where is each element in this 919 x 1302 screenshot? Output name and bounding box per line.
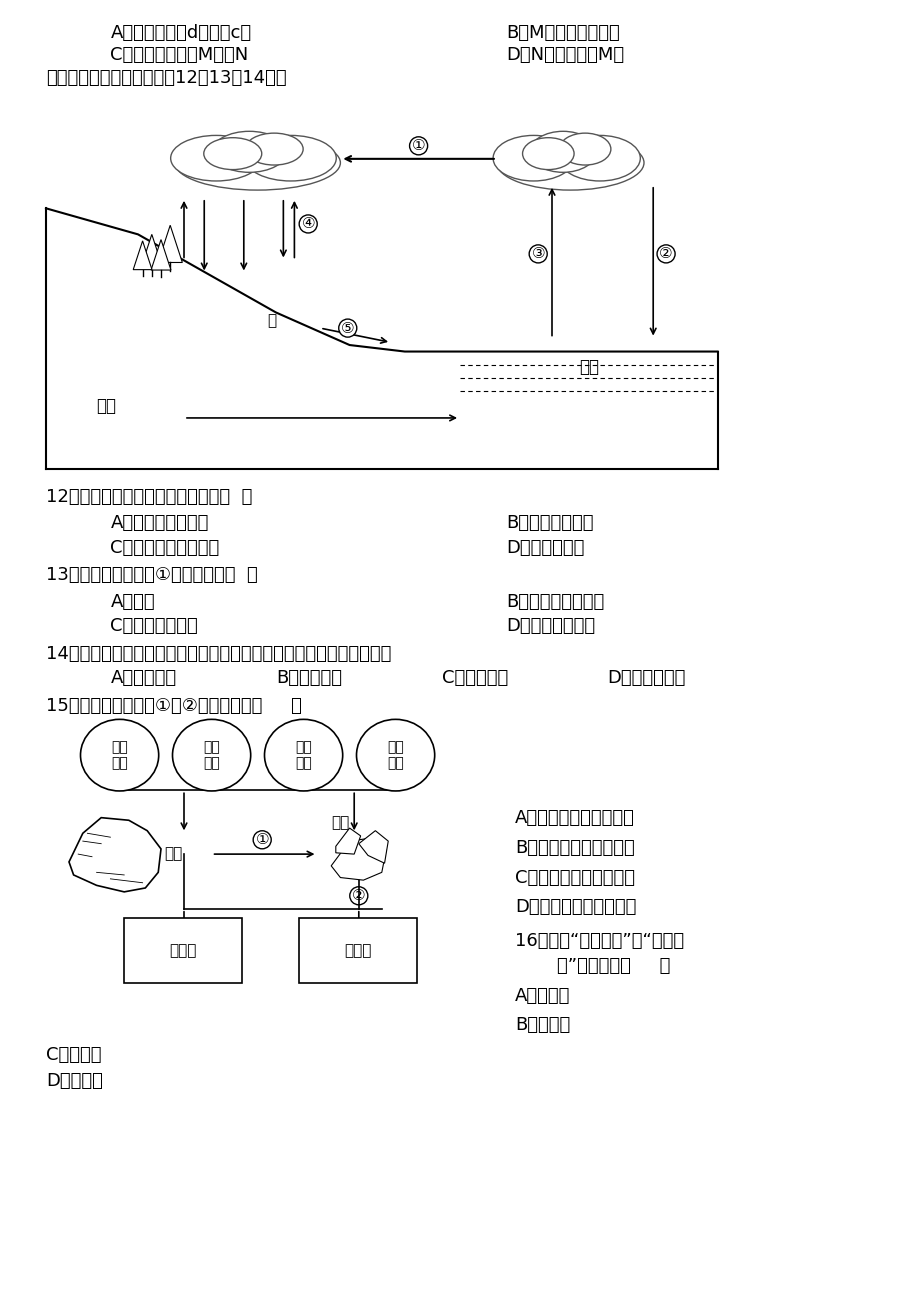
Text: B．节约用水: B．节约用水 [276, 669, 342, 687]
Text: B．M处盛行上升气流: B．M处盛行上升气流 [505, 23, 619, 42]
Ellipse shape [173, 719, 250, 790]
Text: 风力
作用: 风力 作用 [295, 740, 312, 771]
Text: 16．具有“层理构造”、“常含化: 16．具有“层理构造”、“常含化 [515, 932, 684, 950]
Polygon shape [358, 831, 388, 863]
Text: C．侵蚀作用、人类活动: C．侵蚀作用、人类活动 [515, 868, 634, 887]
Text: ⑤: ⑤ [341, 320, 354, 336]
Text: 14．为了缓解水资源空间分布不平衡的矛盾，可采取的主要措施是（）: 14．为了缓解水资源空间分布不平衡的矛盾，可采取的主要措施是（） [46, 644, 391, 663]
Text: ②: ② [352, 888, 365, 904]
Text: C．近地面气流由M流向N: C．近地面气流由M流向N [110, 46, 248, 64]
Text: 海洋: 海洋 [578, 358, 598, 376]
Text: C．植树造林: C．植树造林 [441, 669, 507, 687]
Text: 残积物: 残积物 [344, 943, 371, 958]
Text: 曝晒
作用: 曝晒 作用 [387, 740, 403, 771]
Ellipse shape [211, 132, 287, 172]
Text: C．沉积岩: C．沉积岩 [46, 1046, 101, 1064]
Ellipse shape [175, 135, 340, 190]
Polygon shape [335, 828, 360, 854]
Text: 岩石: 岩石 [164, 846, 182, 862]
Polygon shape [141, 234, 163, 268]
Text: A．风化作用、外力扳运: A．风化作用、外力扳运 [515, 809, 634, 827]
Text: ①: ① [255, 832, 268, 848]
Text: 13．下列实现着图中①的功能的是（  ）: 13．下列实现着图中①的功能的是（ ） [46, 566, 257, 585]
Text: ③: ③ [531, 246, 544, 262]
Ellipse shape [529, 132, 596, 172]
Text: 碎屑: 碎屑 [331, 815, 349, 831]
Text: B．噴出岩: B．噴出岩 [515, 1016, 570, 1034]
Text: 冰川
作用: 冰川 作用 [111, 740, 128, 771]
Text: B．地球的重力能: B．地球的重力能 [505, 514, 593, 533]
Polygon shape [151, 240, 171, 270]
Text: A．长江: A．长江 [110, 592, 155, 611]
Text: 12．水循环的能量来源最主要的是（  ）: 12．水循环的能量来源最主要的是（ ） [46, 488, 252, 506]
Ellipse shape [559, 133, 610, 165]
Ellipse shape [559, 135, 640, 181]
Text: 湖: 湖 [267, 312, 276, 328]
Text: D．太阳辐射能: D．太阳辐射能 [505, 539, 584, 557]
Polygon shape [158, 225, 182, 263]
Text: C．天体之间的引力能: C．天体之间的引力能 [110, 539, 220, 557]
Ellipse shape [265, 719, 343, 790]
Text: D．侵蚀作用、外力扳运: D．侵蚀作用、外力扳运 [515, 898, 636, 917]
Ellipse shape [493, 135, 573, 181]
Ellipse shape [244, 135, 336, 181]
Ellipse shape [171, 135, 262, 181]
Text: ④: ④ [301, 216, 314, 232]
Text: 15．下列选项与图中①、②最符合的是（     ）: 15．下列选项与图中①、②最符合的是（ ） [46, 697, 301, 715]
Text: 石”的岩石为（     ）: 石”的岩石为（ ） [556, 957, 669, 975]
Text: D．变质岩: D．变质岩 [46, 1072, 103, 1090]
Polygon shape [331, 838, 386, 880]
Polygon shape [69, 818, 161, 892]
Text: 读水循环示意图，完成回儶12、13、14题。: 读水循环示意图，完成回儶12、13、14题。 [46, 69, 287, 87]
Text: C．我国的夏季风: C．我国的夏季风 [110, 617, 198, 635]
Ellipse shape [245, 133, 303, 165]
Text: D．N地气压低于M处: D．N地气压低于M处 [505, 46, 623, 64]
Text: A．高空气流由d处流向c处: A．高空气流由d处流向c处 [110, 23, 251, 42]
Text: ①: ① [412, 138, 425, 154]
Text: D．跳流域调水: D．跳流域调水 [607, 669, 685, 687]
Text: B．风化作用、内力塑造: B．风化作用、内力塑造 [515, 838, 634, 857]
Text: A．兴建水库: A．兴建水库 [110, 669, 176, 687]
Ellipse shape [357, 719, 435, 790]
Ellipse shape [81, 719, 159, 790]
Polygon shape [133, 241, 152, 270]
Text: D．我国的冬季风: D．我国的冬季风 [505, 617, 595, 635]
Text: B．副热带高气压带: B．副热带高气压带 [505, 592, 604, 611]
Ellipse shape [496, 135, 643, 190]
Ellipse shape [522, 138, 573, 169]
Text: 冻胀
作用: 冻胀 作用 [203, 740, 220, 771]
Text: A．地球内部的热能: A．地球内部的热能 [110, 514, 209, 533]
FancyBboxPatch shape [124, 918, 242, 983]
Text: 沉积物: 沉积物 [169, 943, 197, 958]
Ellipse shape [204, 138, 262, 169]
Text: ②: ② [659, 246, 672, 262]
FancyBboxPatch shape [299, 918, 416, 983]
Text: A．侵入岩: A．侵入岩 [515, 987, 570, 1005]
Text: 陆地: 陆地 [96, 397, 116, 415]
